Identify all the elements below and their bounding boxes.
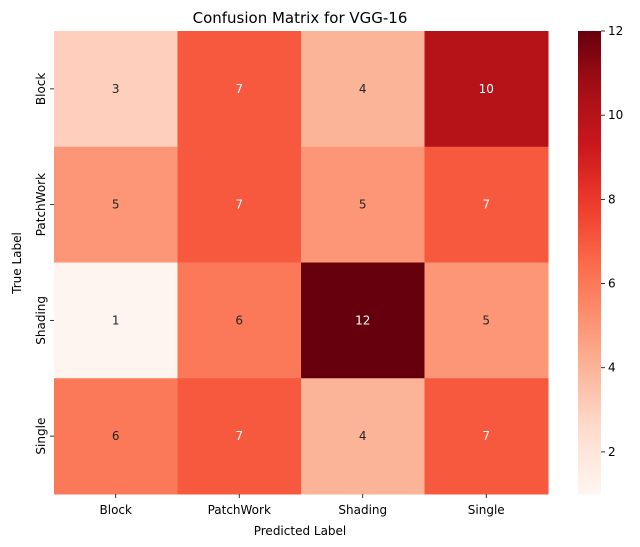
y-axis-ticks: Block PatchWork Shading Single bbox=[34, 73, 54, 455]
cell-value-label: 10 bbox=[479, 82, 494, 96]
heatmap-cell bbox=[301, 262, 425, 379]
cell-value-label: 12 bbox=[355, 313, 370, 327]
cell-value-label: 7 bbox=[482, 429, 490, 443]
colorbar-tick-label: 8 bbox=[608, 192, 616, 206]
cell-value-label: 4 bbox=[359, 429, 367, 443]
heatmap-cell bbox=[301, 146, 425, 263]
y-axis-label: True Label bbox=[10, 232, 24, 295]
cell-value-label: 4 bbox=[359, 82, 367, 96]
heatmap-cell bbox=[177, 31, 302, 148]
y-tick-label: Block bbox=[34, 73, 48, 106]
heatmap-cell bbox=[424, 146, 549, 263]
cell-value-label: 7 bbox=[482, 198, 490, 212]
heatmap-cell bbox=[301, 378, 425, 495]
heatmap-cell bbox=[424, 31, 549, 148]
heatmap-cell bbox=[54, 262, 178, 379]
cell-value-label: 3 bbox=[112, 82, 120, 96]
heatmap-cells bbox=[54, 31, 549, 495]
cell-value-label: 6 bbox=[112, 429, 120, 443]
chart-title: Confusion Matrix for VGG-16 bbox=[193, 9, 408, 27]
colorbar-tick-label: 10 bbox=[608, 108, 623, 122]
cell-value-label: 5 bbox=[359, 198, 367, 212]
heatmap-cell bbox=[54, 378, 178, 495]
x-tick-label: Shading bbox=[338, 503, 387, 517]
cell-value-label: 7 bbox=[235, 82, 243, 96]
y-tick-label: Single bbox=[34, 418, 48, 455]
colorbar-tick-label: 6 bbox=[608, 277, 616, 291]
heatmap-cell bbox=[177, 146, 302, 263]
heatmap-cell bbox=[54, 31, 178, 148]
colorbar-tick-label: 2 bbox=[608, 445, 616, 459]
colorbar-tick-label: 4 bbox=[608, 361, 616, 375]
colorbar-tick-label: 12 bbox=[608, 24, 623, 38]
colorbar-gradient bbox=[578, 31, 601, 494]
cell-value-label: 1 bbox=[112, 313, 120, 327]
x-tick-label: Single bbox=[468, 503, 505, 517]
heatmap-cell bbox=[424, 378, 549, 495]
x-tick-label: Block bbox=[100, 503, 133, 517]
heatmap-cell bbox=[424, 262, 549, 379]
heatmap-cell bbox=[177, 378, 302, 495]
cell-value-label: 5 bbox=[112, 198, 120, 212]
cell-value-label: 5 bbox=[482, 313, 490, 327]
x-axis-ticks: Block PatchWork Shading Single bbox=[100, 494, 505, 517]
cell-value-label: 6 bbox=[235, 313, 243, 327]
x-axis-label: Predicted Label bbox=[254, 524, 347, 538]
heatmap-value-labels: 3 7 4 10 5 7 5 7 1 6 12 5 6 7 4 7 bbox=[112, 82, 494, 443]
heatmap-cell bbox=[177, 262, 302, 379]
cell-value-label: 7 bbox=[235, 198, 243, 212]
x-tick-label: PatchWork bbox=[208, 503, 271, 517]
y-tick-label: PatchWork bbox=[34, 173, 48, 236]
cell-value-label: 7 bbox=[235, 429, 243, 443]
heatmap-cell bbox=[54, 146, 178, 263]
heatmap-cell bbox=[301, 31, 425, 148]
y-tick-label: Shading bbox=[34, 296, 48, 345]
colorbar: 2 4 6 8 10 12 bbox=[578, 24, 623, 494]
